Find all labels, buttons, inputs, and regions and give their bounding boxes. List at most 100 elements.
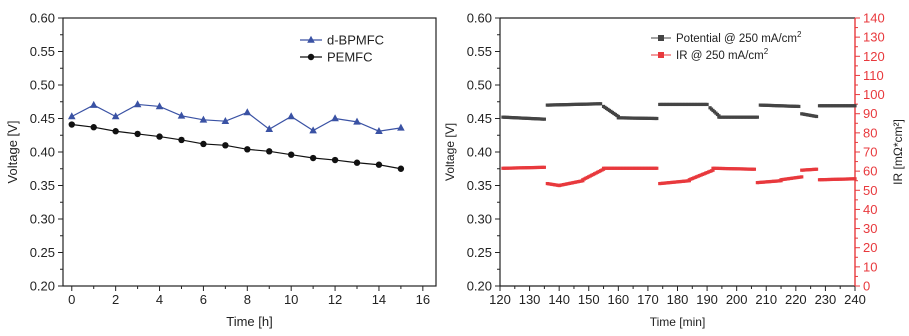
- legend-label-potential: Potential @ 250 mA/cm2: [676, 30, 802, 45]
- secondary-y-tick-label: 40: [863, 202, 877, 217]
- data-point-potential: [542, 117, 546, 121]
- left-y-tick-label: 0.35: [30, 178, 55, 193]
- data-point-d-bpmfc: [133, 100, 142, 108]
- data-point-pemfc: [244, 146, 251, 153]
- data-point-ir: [800, 175, 804, 179]
- data-point-d-bpmfc: [67, 112, 76, 120]
- data-point-d-bpmfc: [331, 114, 339, 122]
- data-point-d-bpmfc: [397, 123, 405, 131]
- data-point-potential: [755, 115, 759, 119]
- left-x-tick-label: 14: [372, 292, 386, 307]
- data-point-pemfc: [353, 159, 361, 166]
- data-point-pemfc: [222, 142, 229, 149]
- right-y-tick-label: 0.40: [467, 145, 492, 160]
- data-point-pemfc: [266, 148, 273, 155]
- left-y-axis-label: Voltage [V]: [5, 121, 20, 184]
- legend-label-text: Potential @ 250 mA/cm: [676, 33, 797, 45]
- secondary-y-tick-label: 10: [863, 259, 877, 274]
- right-x-tick-label: 190: [696, 292, 718, 307]
- data-point-pemfc: [90, 124, 97, 131]
- left-y-tick-label: 0.50: [30, 78, 55, 93]
- left-y-tick-label: 0.55: [30, 44, 55, 59]
- data-point-d-bpmfc: [177, 111, 186, 119]
- data-point-d-bpmfc: [265, 125, 274, 133]
- right-x-tick-label: 130: [519, 292, 541, 307]
- legend-label-superscript: 2: [797, 30, 802, 39]
- data-point-d-bpmfc: [89, 100, 98, 108]
- right-x-tick-label: 120: [489, 292, 511, 307]
- data-point-pemfc: [287, 151, 295, 158]
- data-point-pemfc: [200, 140, 207, 148]
- series-ir: [501, 165, 857, 188]
- data-point-pemfc: [397, 165, 405, 172]
- legend-marker-ir: [658, 52, 664, 58]
- secondary-y-tick-label: 20: [863, 240, 877, 255]
- secondary-y-tick-label: 110: [863, 68, 884, 83]
- right-x-tick-label: 140: [548, 292, 570, 307]
- right-x-tick-label: 170: [637, 292, 659, 307]
- right-x-tick-label: 230: [815, 292, 837, 307]
- secondary-y-tick-label: 30: [863, 221, 877, 236]
- data-point-ir: [814, 167, 819, 171]
- series-line-pemfc: [71, 123, 402, 170]
- secondary-y-tick-label: 100: [863, 87, 885, 102]
- secondary-y-tick-label: 120: [863, 49, 885, 64]
- data-point-d-bpmfc: [155, 102, 164, 110]
- data-point-d-bpmfc: [111, 112, 120, 120]
- legend-label-superscript: 2: [764, 47, 769, 56]
- data-point-d-bpmfc: [353, 117, 361, 125]
- right-x-tick-label: 210: [755, 292, 777, 307]
- data-point-potential: [598, 102, 603, 106]
- data-point-pemfc: [112, 128, 119, 135]
- left-y-tick-label: 0.25: [30, 245, 55, 260]
- data-point-potential: [797, 104, 801, 109]
- right-x-axis-label: Time [min]: [650, 315, 706, 329]
- left-x-tick-label: 16: [416, 292, 430, 307]
- left-x-tick-label: 2: [112, 292, 119, 307]
- data-point-d-bpmfc: [309, 126, 317, 134]
- right-x-tick-label: 180: [667, 292, 689, 307]
- secondary-y-tick-label: 90: [863, 106, 877, 121]
- legend-label-text: IR @ 250 mA/cm: [676, 50, 764, 62]
- data-point-potential: [705, 102, 709, 107]
- data-point-pemfc: [331, 156, 339, 164]
- left-y-tick-label: 0.20: [30, 279, 55, 294]
- data-point-potential: [853, 104, 857, 108]
- data-point-ir: [752, 167, 757, 171]
- right-x-tick-label: 150: [578, 292, 600, 307]
- secondary-y-tick-label: 0: [863, 279, 870, 294]
- series-potential: [501, 102, 857, 121]
- data-point-d-bpmfc: [375, 127, 383, 135]
- legend-label-pemfc: PEMFC: [327, 50, 373, 65]
- left-plot-frame: [62, 17, 437, 287]
- data-point-potential: [655, 116, 659, 121]
- data-point-ir: [711, 168, 715, 172]
- data-point-d-bpmfc: [243, 108, 252, 116]
- right-y-tick-label: 0.30: [467, 212, 492, 227]
- data-point-pemfc: [309, 154, 317, 162]
- right-y-tick-label: 0.55: [467, 44, 492, 59]
- data-point-ir: [853, 177, 857, 181]
- right-y-tick-label: 0.45: [467, 111, 492, 126]
- left-x-tick-label: 6: [200, 292, 207, 307]
- secondary-y-tick-label: 80: [863, 125, 877, 140]
- legend-label-d-bpmfc: d-BPMFC: [327, 33, 384, 48]
- data-point-pemfc: [156, 133, 163, 140]
- secondary-y-tick-label: 60: [863, 164, 877, 179]
- data-point-pemfc: [375, 161, 383, 168]
- data-point-potential: [814, 114, 819, 119]
- secondary-y-tick-label: 140: [863, 11, 885, 26]
- right-x-tick-label: 240: [844, 292, 866, 307]
- left-y-tick-label: 0.45: [30, 111, 55, 126]
- left-y-tick-label: 0.30: [30, 212, 55, 227]
- right-y-tick-label: 0.50: [467, 78, 492, 93]
- right-x-tick-label: 160: [607, 292, 629, 307]
- data-point-ir: [655, 166, 659, 170]
- secondary-y-tick-label: 130: [863, 30, 885, 45]
- legend-label-ir: IR @ 250 mA/cm2: [676, 47, 769, 62]
- data-point-d-bpmfc: [221, 116, 230, 124]
- left-x-tick-label: 4: [156, 292, 163, 307]
- left-y-tick-label: 0.60: [30, 11, 55, 26]
